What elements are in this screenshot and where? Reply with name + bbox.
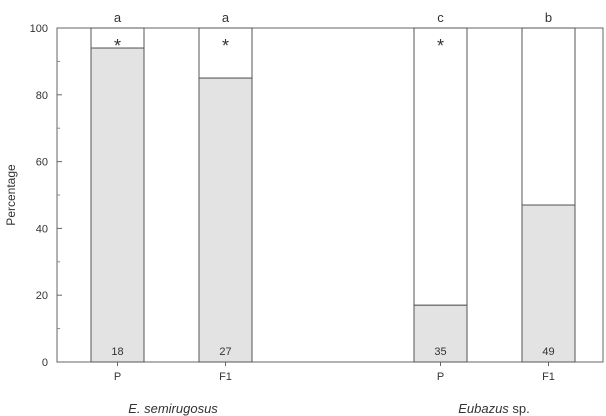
bar-remainder [198, 27, 253, 79]
y-tick-label: 80 [36, 90, 48, 102]
y-axis: 0 20 40 60 80 100 [30, 23, 62, 369]
bar-star-label: * [222, 36, 229, 56]
bar-remainder [521, 27, 576, 206]
x-category-label: F1 [542, 371, 555, 383]
bar-star-label: * [114, 36, 121, 56]
bar-n-label: 27 [219, 346, 231, 358]
bar-remainder [413, 27, 468, 306]
bar [413, 304, 468, 363]
x-group-label: E. semirugosus [128, 401, 218, 416]
bar-letter-label: a [222, 10, 230, 25]
bar-letter-label: b [545, 10, 552, 25]
bar [198, 77, 253, 363]
bar-n-label: 35 [434, 346, 446, 358]
bar-n-label: 18 [111, 346, 123, 358]
y-tick-label: 40 [36, 223, 48, 235]
y-tick-label: 0 [42, 357, 48, 369]
x-group-label: Eubazus sp. [458, 401, 530, 416]
x-category-label: P [437, 371, 444, 383]
y-tick-label: 100 [30, 23, 48, 35]
y-tick-label: 20 [36, 290, 48, 302]
bar-star-label: * [437, 36, 444, 56]
x-axis: P F1 E. semirugosus P F1 Eubazus sp. [114, 362, 555, 416]
bar-letter-label: a [114, 10, 122, 25]
x-category-label: F1 [219, 371, 232, 383]
bar-letter-label: c [437, 10, 444, 25]
x-category-label: P [114, 371, 121, 383]
bar-n-label: 49 [542, 346, 554, 358]
bars-layer: 18 a * 27 a * 35 c * 49 b [90, 10, 576, 363]
y-tick-label: 60 [36, 157, 48, 169]
bar [90, 47, 145, 363]
bar [521, 204, 576, 363]
y-axis-label: Percentage [4, 164, 18, 226]
